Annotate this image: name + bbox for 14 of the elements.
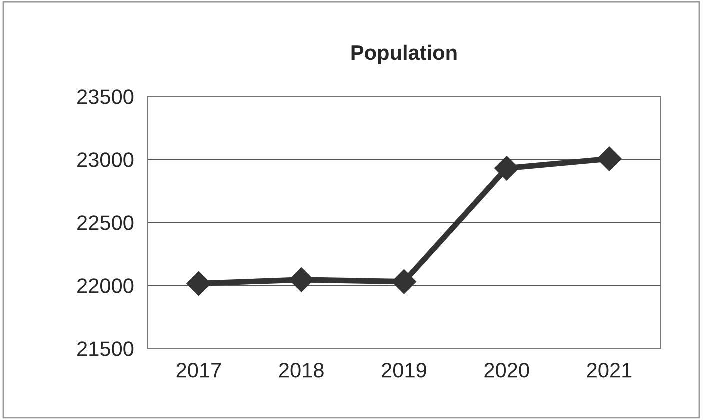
point xyxy=(494,156,520,181)
x-tick-label: 2021 xyxy=(587,363,632,378)
y-tick-label: 23000 xyxy=(78,152,134,168)
x-tick-label: 2020 xyxy=(484,363,530,378)
x-tick-label: 2017 xyxy=(176,363,222,378)
x-tick-label: 2019 xyxy=(382,363,426,378)
point xyxy=(597,146,622,172)
y-tick-label: 22000 xyxy=(78,278,134,294)
y-tick-label: 21500 xyxy=(78,342,134,356)
y-tick-label: 23500 xyxy=(78,90,134,104)
x-tick-label: 2018 xyxy=(279,363,324,378)
chart-title: Population xyxy=(352,44,457,64)
point xyxy=(186,271,212,296)
y-tick-label: 22500 xyxy=(78,216,134,230)
